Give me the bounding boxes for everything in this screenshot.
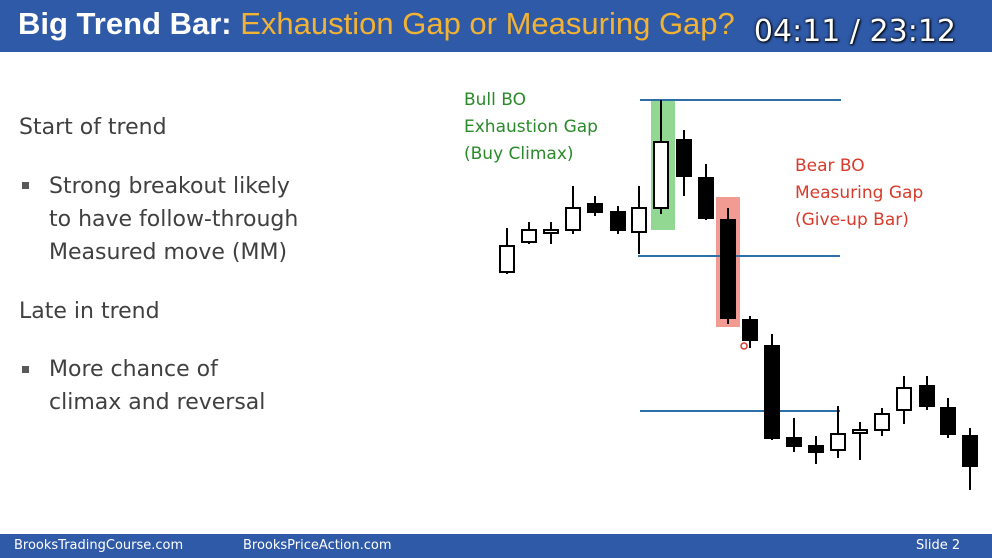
candlestick-chart	[499, 99, 978, 490]
bear-annotation-line1: Bear BO	[795, 156, 865, 176]
candlestick-bar	[808, 436, 824, 464]
candlestick-bar	[874, 408, 890, 436]
bull-candle-body	[499, 245, 515, 273]
bear-candle-body	[587, 203, 603, 213]
bull-candle-body	[852, 429, 868, 434]
bear-candle-body	[742, 319, 758, 341]
footer-link-brookspriceaction[interactable]: BrooksPriceAction.com	[243, 538, 392, 553]
title-rest: Exhaustion Gap or Measuring Gap?	[240, 6, 735, 41]
slide-number: Slide 2	[916, 538, 961, 553]
bull-candle-body	[521, 229, 537, 243]
bull-annotation-line1: Bull BO	[464, 90, 527, 110]
candlestick-bar	[698, 164, 714, 220]
bear-candle-body	[919, 385, 935, 407]
bear-annotation-line2: Measuring Gap	[795, 183, 924, 203]
bull-candle-body	[896, 387, 912, 411]
candlestick-bars	[499, 100, 978, 490]
candlestick-bar	[610, 206, 626, 234]
bullet-text: More chance of	[49, 357, 218, 382]
title-lead: Big Trend Bar:	[18, 6, 232, 41]
candlestick-bar	[919, 376, 935, 410]
slide-title: Big Trend Bar: Exhaustion Gap or Measuri…	[18, 6, 735, 42]
candlestick-bar	[521, 222, 537, 244]
title-bar: Big Trend Bar: Exhaustion Gap or Measuri…	[0, 0, 992, 52]
heading-start-of-trend: Start of trend	[19, 115, 167, 140]
bullet-text: Measured move (MM)	[49, 240, 288, 265]
candlestick-bar	[720, 208, 736, 324]
bear-annotation-line3: (Give-up Bar)	[795, 210, 909, 230]
bullet-marker	[22, 182, 29, 189]
bull-candle-body	[543, 229, 559, 234]
candlestick-bar	[587, 196, 603, 216]
candlestick-bar	[786, 418, 802, 452]
bull-candle-body	[874, 413, 890, 431]
bear-candle-body	[676, 139, 692, 177]
candlestick-bar	[499, 228, 515, 274]
heading-late-in-trend: Late in trend	[19, 299, 160, 324]
bull-candle-body	[565, 207, 581, 231]
candlestick-bar	[896, 376, 912, 424]
candlestick-bar	[676, 130, 692, 196]
bear-candle-body	[698, 177, 714, 219]
bullet-text: climax and reversal	[49, 390, 266, 415]
candlestick-bar	[830, 406, 846, 458]
bear-candle-body	[610, 211, 626, 231]
bull-candle-body	[830, 433, 846, 451]
candlestick-bar	[653, 100, 669, 214]
footer-link-brookstradingcourse[interactable]: BrooksTradingCourse.com	[14, 538, 184, 553]
cursor-marker	[740, 342, 748, 350]
bull-annotation-line2: Exhaustion Gap	[464, 117, 598, 137]
candlestick-bar	[940, 398, 956, 438]
bullet-text: Strong breakout likely	[49, 174, 290, 199]
candlestick-bar	[764, 334, 780, 440]
candlestick-bar	[631, 186, 647, 254]
bear-candle-body	[962, 435, 978, 467]
bull-annotation-line3: (Buy Climax)	[464, 144, 574, 164]
bull-candle-body	[631, 207, 647, 233]
bullet-text: to have follow-through	[49, 207, 299, 232]
bear-candle-body	[808, 445, 824, 453]
bear-candle-body	[940, 407, 956, 435]
footer-bar: BrooksTradingCourse.com BrooksPriceActio…	[0, 534, 992, 558]
bear-candle-body	[786, 437, 802, 447]
candlestick-bar	[565, 186, 581, 234]
candlestick-bar	[852, 422, 868, 460]
video-timer: 04:11 / 23:12	[753, 14, 956, 49]
bullet-marker	[22, 366, 29, 373]
bear-candle-body	[764, 345, 780, 439]
candlestick-bar	[962, 428, 978, 490]
candlestick-bar	[742, 316, 758, 348]
bear-candle-body	[720, 219, 736, 319]
candlestick-bar	[543, 222, 559, 244]
bull-candle-body	[653, 141, 669, 209]
